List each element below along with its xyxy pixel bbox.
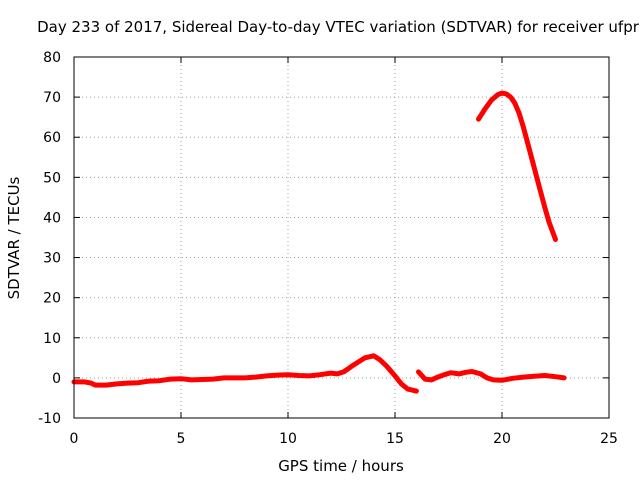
- series-line-3: [476, 90, 558, 242]
- y-tick-label: 50: [43, 170, 61, 186]
- y-tick-label: 70: [43, 90, 61, 106]
- y-tick-label: 0: [52, 371, 61, 387]
- y-tick-label: 30: [43, 251, 61, 267]
- y-tick-label: 10: [43, 331, 61, 347]
- plot-frame: [73, 56, 610, 419]
- x-tick-label: 0: [70, 431, 79, 447]
- tick-layer: [73, 56, 610, 419]
- chart-title: Day 233 of 2017, Sidereal Day-to-day VTE…: [37, 18, 640, 36]
- x-tick-label: 20: [493, 431, 511, 447]
- y-tick-label: 40: [43, 210, 61, 226]
- x-axis-label: GPS time / hours: [278, 457, 404, 475]
- x-tick-label: 15: [386, 431, 404, 447]
- y-tick-label: -10: [38, 411, 61, 427]
- y-axis-label: SDTVAR / TECUs: [5, 176, 23, 299]
- series-line-1: [71, 353, 419, 394]
- x-tick-label: 25: [600, 431, 618, 447]
- x-tick-label: 5: [177, 431, 186, 447]
- series-layer: [71, 90, 567, 394]
- grid-layer: [74, 57, 609, 418]
- series-line-2: [416, 369, 567, 383]
- y-tick-label: 20: [43, 291, 61, 307]
- y-tick-label: 80: [43, 50, 61, 66]
- y-tick-label: 60: [43, 130, 61, 146]
- tick-label-layer: 0 5 10 15 20 25 -10 0 10 20 30 40 50 60 70 80: [38, 50, 618, 447]
- x-tick-label: 10: [279, 431, 297, 447]
